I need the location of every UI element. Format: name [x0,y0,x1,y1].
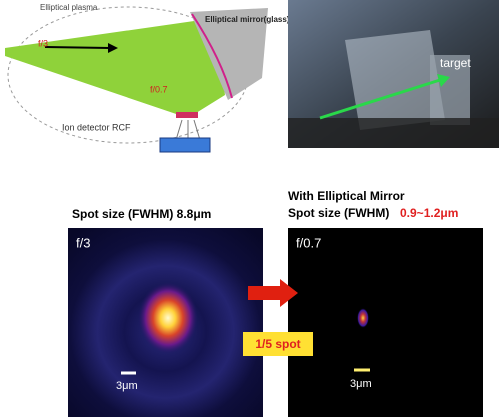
f-number: f/0.7 [296,235,321,250]
detector-label: Ion detector RCF [62,122,131,132]
right-spot-image: f/0.7 3μm [288,228,483,417]
left-title: Spot size (FWHM) 8.8μm [72,207,211,221]
slide: Elliptical plasma Elliptical mirror(glas… [0,0,499,417]
target-label: target [440,56,471,70]
f-in-label: f/3 [38,38,48,48]
right-heading: With Elliptical Mirror [288,189,405,203]
focal-spot [138,282,198,354]
scale-label: 3μm [350,378,372,390]
photo: target [288,0,499,148]
ion-ray [176,120,182,140]
f-out-label: f/0.7 [150,84,168,94]
focal-spot [357,308,369,328]
f-number: f/3 [76,235,90,250]
right-value: 0.9~1.2μm [400,206,458,220]
ion-ray [194,120,200,140]
laser-beam [5,18,225,118]
mirror-label: Elliptical mirror(glass) [205,15,290,24]
scale-label: 3μm [116,380,138,392]
target [176,112,198,118]
image-background [288,228,483,417]
left-spot-image: f/3 3μm [68,228,263,417]
badge-text: 1/5 spot [255,337,300,351]
mount [288,118,499,148]
plasma-label: Elliptical plasma [40,3,98,12]
right-title: Spot size (FWHM) [288,206,389,220]
setup-diagram: Elliptical plasma Elliptical mirror(glas… [5,3,290,152]
beam-arrow [45,47,110,48]
page: Elliptical plasma Elliptical mirror(glas… [0,0,499,417]
detector-stack [160,138,210,152]
